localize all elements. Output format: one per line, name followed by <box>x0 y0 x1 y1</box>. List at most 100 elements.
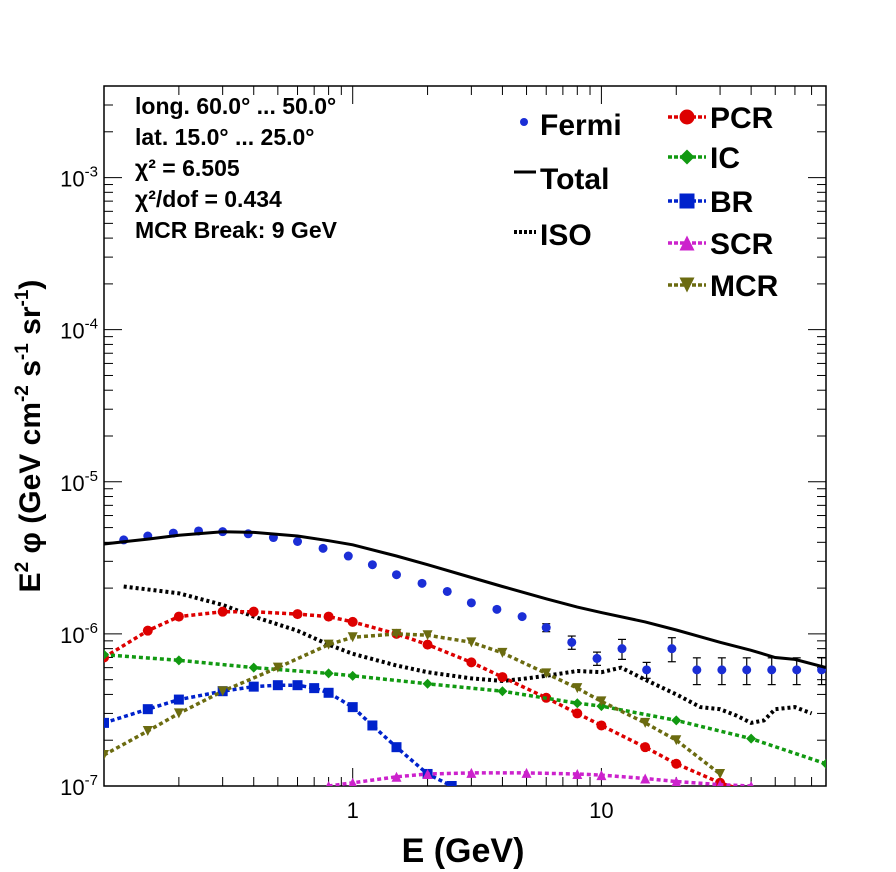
legend-swatch-fermi <box>520 118 528 126</box>
legend-swatch-marker-pcr <box>679 109 695 125</box>
data-point-ic <box>347 670 358 681</box>
data-point-pcr <box>572 708 583 719</box>
series-line-br <box>104 683 457 786</box>
info-line: χ²/dof = 0.434 <box>135 186 282 212</box>
legend-label-scr: SCR <box>710 228 774 261</box>
legend-swatch-marker-br <box>679 193 695 209</box>
data-point-fermi <box>293 536 303 546</box>
data-point-fermi <box>792 665 802 675</box>
data-point-mcr <box>217 686 228 697</box>
data-point-mcr <box>715 768 726 779</box>
info-box: long. 60.0° ... 50.0° lat. 15.0° ... 25.0… <box>135 93 338 243</box>
data-point-pcr <box>497 672 508 683</box>
data-point-pcr <box>292 609 303 620</box>
data-point-scr <box>466 767 477 778</box>
info-line: MCR Break: 9 GeV <box>135 217 338 243</box>
data-point-fermi <box>767 665 777 675</box>
axis-ticks <box>103 85 827 787</box>
data-point-ic <box>572 698 583 709</box>
data-point-fermi <box>517 612 527 622</box>
data-point-ic <box>821 758 826 769</box>
data-point-mcr <box>347 632 358 643</box>
data-point-scr <box>671 776 682 786</box>
data-point-scr <box>596 770 607 781</box>
info-line: χ² = 6.505 <box>135 155 240 181</box>
series-line-total <box>104 530 826 670</box>
data-point-fermi <box>742 665 752 675</box>
data-point-mcr <box>422 630 433 641</box>
series-mcr <box>104 628 726 779</box>
data-point-ic <box>497 686 508 697</box>
series-scr <box>326 767 754 786</box>
data-point-br <box>391 742 402 753</box>
data-point-pcr <box>466 657 477 668</box>
data-point-br <box>446 781 457 786</box>
data-point-ic <box>422 678 433 689</box>
data-point-mcr <box>104 749 109 760</box>
data-point-scr <box>572 768 583 779</box>
data-point-pcr <box>596 720 607 731</box>
data-point-fermi <box>417 578 427 588</box>
data-point-pcr <box>422 639 433 650</box>
data-point-scr <box>422 768 433 779</box>
y-axis-title: E2 φ (GeV cm-2 s-1 sr-1) <box>12 280 47 593</box>
data-point-mcr <box>596 696 607 707</box>
data-point-br <box>292 680 303 691</box>
data-point-br <box>248 681 259 692</box>
legend-label-total: Total <box>540 163 609 196</box>
y-tick-label: 10-7 <box>60 772 98 800</box>
data-point-fermi <box>592 653 602 663</box>
legend-label-br: BR <box>710 186 754 219</box>
legend-label-iso: ISO <box>540 219 592 252</box>
legend-swatch-marker-mcr <box>679 277 695 293</box>
data-point-mcr <box>640 717 651 728</box>
data-point-fermi <box>343 551 353 561</box>
data-point-scr <box>348 777 357 786</box>
legend-label-mcr: MCR <box>710 270 779 303</box>
data-point-pcr <box>671 758 682 769</box>
data-point-scr <box>326 781 332 786</box>
data-point-fermi <box>466 598 476 608</box>
data-point-br <box>367 720 378 731</box>
data-point-ic <box>248 662 259 673</box>
series-line-ic <box>104 652 826 766</box>
legend: Fermi Total ISO PCR IC BR SCR MCR <box>514 102 779 303</box>
data-point-mcr <box>323 639 334 650</box>
x-axis-title: E (GeV) <box>402 832 525 870</box>
x-tick-label: 10 <box>589 798 613 823</box>
series-group <box>104 526 826 786</box>
series-line-scr <box>328 771 752 786</box>
data-point-mcr <box>173 708 184 719</box>
data-point-fermi <box>617 644 627 654</box>
axis-labels: 1 10 10-7 10-6 10-5 10-4 10-3 E (GeV) E2 φ (GeV … <box>12 164 614 870</box>
data-point-fermi <box>442 586 452 596</box>
data-point-pcr <box>640 742 651 753</box>
series-iso <box>123 584 813 725</box>
y-tick-label: 10-6 <box>60 620 98 648</box>
data-point-scr <box>716 779 724 786</box>
data-point-ic <box>104 649 109 660</box>
series-line-iso <box>123 584 813 725</box>
data-point-fermi <box>667 644 677 654</box>
data-point-ic <box>323 668 334 679</box>
data-point-mcr <box>497 647 508 658</box>
data-point-scr <box>391 771 402 782</box>
legend-label-ic: IC <box>710 142 740 175</box>
data-point-pcr <box>142 625 153 636</box>
data-point-mcr <box>541 668 552 679</box>
data-point-fermi <box>567 637 577 647</box>
data-point-br <box>272 680 283 691</box>
data-point-mcr <box>391 628 402 639</box>
x-tick-label: 1 <box>347 798 359 823</box>
y-tick-label: 10-3 <box>60 164 98 192</box>
data-point-pcr <box>217 606 228 617</box>
legend-swatch-marker-ic <box>679 149 695 165</box>
data-point-scr <box>748 781 754 786</box>
data-point-fermi <box>642 665 652 675</box>
series-total <box>104 530 826 670</box>
info-line: long. 60.0° ... 50.0° <box>135 93 336 119</box>
data-point-fermi <box>492 604 502 614</box>
data-point-ic <box>173 655 184 666</box>
data-point-br <box>309 683 320 694</box>
